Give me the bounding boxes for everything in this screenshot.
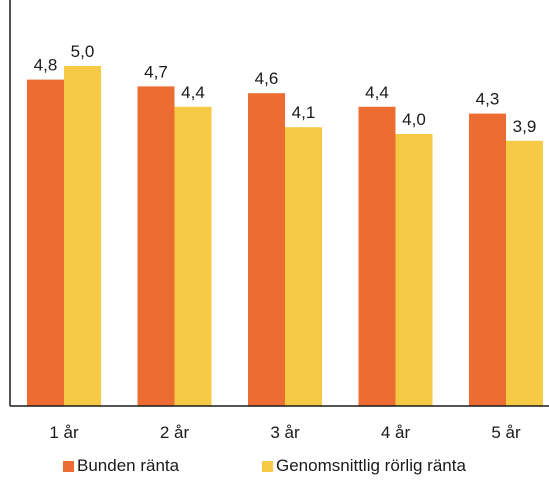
data-label-series1-4: 4,4: [365, 83, 389, 102]
x-tick-label-2: 2 år: [160, 423, 190, 442]
legend-item-series-1: Bunden ränta: [63, 456, 179, 476]
data-label-series2-4: 4,0: [402, 110, 426, 129]
x-tick-label-1: 1 år: [49, 423, 79, 442]
bar-series1-2: [137, 86, 175, 407]
bar-series1-3: [248, 93, 285, 406]
bar-series1-5: [469, 113, 506, 406]
bar-series2-2: [174, 106, 212, 407]
x-tick-label-4: 4 år: [381, 423, 411, 442]
bar-series2-5: [506, 140, 543, 407]
data-label-series2-3: 4,1: [292, 103, 316, 122]
legend-label-series-2: Genomsnittlig rörlig ränta: [276, 456, 466, 475]
bar-series1-4: [358, 106, 396, 407]
x-tick-label-5: 5 år: [491, 423, 521, 442]
chart-legend: Bunden ränta Genomsnittlig rörlig ränta: [0, 448, 549, 478]
legend-swatch-series-1: [63, 460, 74, 472]
data-label-series1-1: 4,8: [34, 56, 58, 75]
legend-swatch-series-2: [262, 460, 273, 472]
data-label-series2-2: 4,4: [181, 83, 205, 102]
bar-series2-1: [64, 66, 101, 406]
data-label-series1-3: 4,6: [255, 69, 279, 88]
legend-item-series-2: Genomsnittlig rörlig ränta: [262, 456, 466, 476]
bar-series2-4: [395, 134, 433, 406]
legend-label-series-1: Bunden ränta: [77, 456, 180, 475]
data-label-series1-2: 4,7: [144, 62, 168, 81]
data-label-series2-1: 5,0: [71, 42, 95, 61]
bar-series2-3: [285, 127, 322, 406]
bar-series1-1: [27, 79, 64, 406]
plot-area: 4,8 5,0 1 år 4,7 4,4 2 år 4,6 4,1 3 år 4,4 4,0 4 år…: [9, 0, 549, 442]
x-tick-label-3: 3 år: [270, 423, 300, 442]
data-label-series2-5: 3,9: [513, 117, 537, 136]
data-label-series1-5: 4,3: [476, 90, 500, 109]
bar-chart: 4,8 5,0 1 år 4,7 4,4 2 år 4,6 4,1 3 år 4,4 4,0 4 år…: [9, 0, 549, 442]
